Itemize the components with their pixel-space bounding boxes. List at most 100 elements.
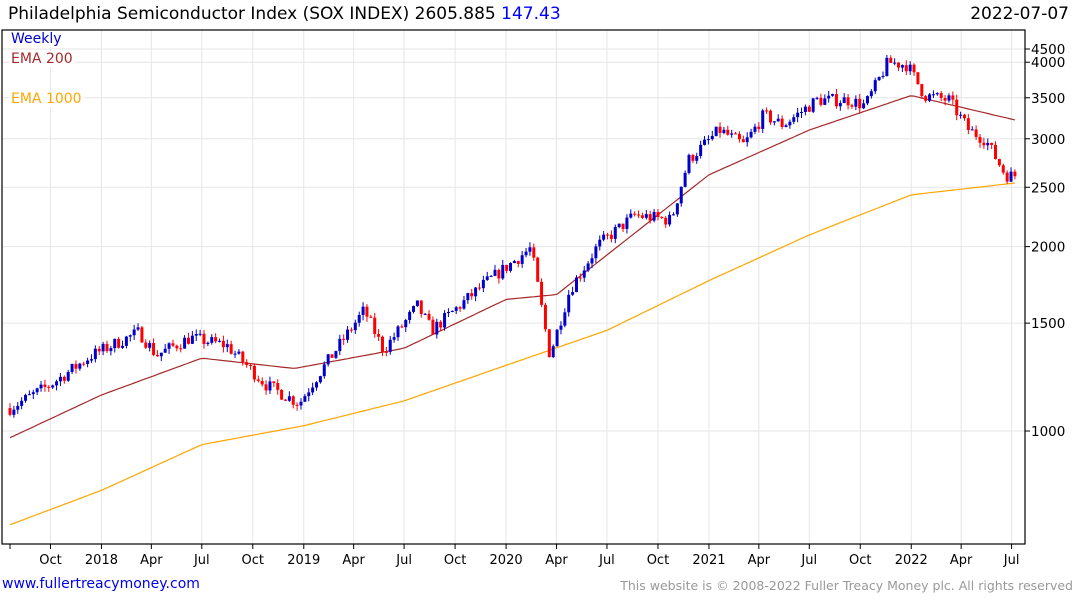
candle: [703, 136, 707, 146]
candle-body: [256, 379, 260, 381]
candle: [415, 300, 419, 307]
candle: [179, 344, 183, 353]
candle: [780, 115, 784, 130]
candle-body: [369, 316, 373, 318]
candle-body: [986, 142, 990, 146]
candle-body: [559, 325, 563, 330]
candle: [167, 342, 171, 354]
candle: [563, 308, 567, 328]
website-link[interactable]: www.fullertreacymoney.com: [2, 576, 200, 592]
candle: [893, 58, 897, 66]
candle: [311, 382, 315, 396]
candle-body: [951, 95, 955, 100]
title-text: Philadelphia Semiconductor Index (SOX IN…: [8, 4, 410, 24]
candle: [652, 209, 656, 223]
candle-body: [415, 300, 419, 307]
candle-body: [233, 353, 237, 355]
candle-body: [221, 340, 225, 348]
candle: [144, 339, 148, 350]
y-tick-label: 4000: [1031, 55, 1065, 71]
candle: [272, 381, 276, 388]
candle: [233, 350, 237, 358]
candle-body: [683, 172, 687, 187]
candle-body: [912, 64, 916, 73]
candle: [772, 121, 776, 126]
candle: [365, 304, 369, 322]
candle-body: [47, 386, 51, 388]
x-tick-label: Oct: [647, 553, 669, 568]
candle: [101, 341, 105, 356]
candle: [796, 107, 800, 123]
candle: [656, 209, 660, 221]
candle: [567, 289, 571, 317]
candle-body: [210, 337, 214, 343]
candle-body: [834, 94, 838, 107]
candle: [559, 321, 563, 335]
candle: [869, 89, 873, 99]
candle: [943, 95, 947, 106]
candle: [807, 105, 811, 112]
candle: [241, 350, 245, 366]
candle: [582, 265, 586, 283]
candle: [811, 97, 815, 114]
candle-body: [384, 351, 388, 353]
candle-body: [893, 62, 897, 64]
candle-body: [877, 76, 881, 81]
candle: [609, 230, 613, 243]
candle-body: [974, 129, 978, 137]
candle-body: [831, 94, 835, 96]
candle-body: [419, 300, 423, 314]
candle: [287, 391, 291, 402]
x-tick-label: 2018: [85, 553, 118, 568]
candle-body: [148, 343, 152, 348]
candle: [12, 405, 16, 418]
candle: [815, 96, 819, 100]
x-tick-label: Apr: [545, 553, 568, 568]
candle: [206, 341, 210, 347]
candle: [186, 332, 190, 345]
candle: [338, 334, 342, 356]
candle-body: [132, 329, 136, 336]
candle: [722, 126, 726, 135]
candle-body: [765, 110, 769, 112]
candle-body: [446, 311, 450, 314]
y-tick-label: 2500: [1031, 180, 1065, 196]
candle: [439, 320, 443, 332]
x-tick-label: Jul: [395, 553, 412, 568]
x-tick-label: Apr: [950, 553, 973, 568]
candle: [679, 186, 683, 207]
candle: [831, 93, 835, 97]
candle-body: [745, 137, 749, 143]
grid-lines: [2, 30, 1025, 544]
candle: [419, 300, 423, 318]
candle: [598, 235, 602, 251]
candle: [951, 91, 955, 105]
candle: [283, 399, 287, 401]
candle-body: [664, 217, 668, 225]
candle-body: [121, 345, 125, 348]
candle-body: [485, 276, 489, 280]
candle: [827, 90, 831, 103]
candle-body: [202, 333, 206, 344]
candle: [955, 94, 959, 121]
candle: [148, 340, 152, 352]
candle-body: [571, 292, 575, 295]
candle-body: [675, 203, 679, 215]
candle-body: [353, 322, 357, 331]
candle: [497, 268, 501, 284]
candle-body: [520, 255, 524, 264]
candle-body: [159, 352, 163, 357]
candle-body: [357, 314, 361, 323]
candle: [74, 360, 78, 374]
candle: [86, 357, 90, 368]
candle: [109, 346, 113, 356]
candle: [520, 250, 524, 268]
candle: [384, 346, 388, 357]
candle-body: [578, 277, 582, 279]
x-tick-label: 2019: [287, 553, 320, 568]
y-tick-label: 2000: [1031, 240, 1065, 256]
candle-body: [994, 144, 998, 160]
candle: [24, 393, 28, 403]
candle-body: [567, 294, 571, 313]
candle-body: [1001, 165, 1005, 173]
